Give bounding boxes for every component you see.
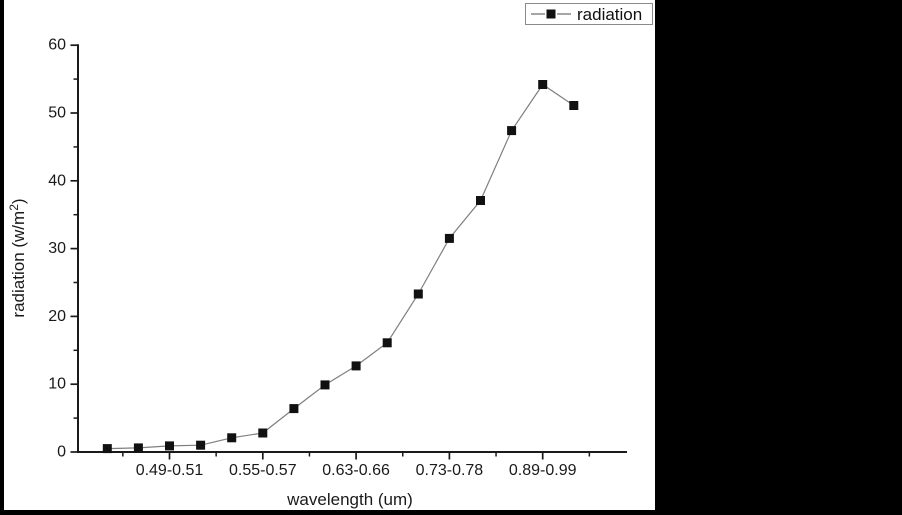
x-tick-label: 0.55-0.57 — [229, 462, 297, 479]
legend-series-label: radiation — [577, 4, 643, 24]
data-point-marker — [382, 338, 392, 348]
data-point-marker — [227, 433, 237, 443]
y-tick-label: 10 — [48, 376, 66, 393]
data-point-marker — [258, 428, 268, 438]
data-point-marker — [102, 444, 112, 454]
y-tick-label: 0 — [57, 444, 66, 461]
axis-titles: wavelength (um) radiation (w/m2) — [7, 198, 413, 509]
axis-tick-labels: 0 10 20 30 40 50 60 0.49-0.51 0.55-0.57 0.63-0.66… — [48, 37, 576, 479]
y-tick-label: 30 — [48, 240, 66, 257]
series-line — [107, 83, 575, 450]
data-point-marker — [165, 441, 174, 451]
legend: radiation — [525, 3, 653, 25]
data-point-marker — [196, 440, 206, 450]
x-axis-title: wavelength (um) — [286, 490, 413, 509]
data-point-marker — [289, 404, 299, 414]
series-radiation — [102, 80, 579, 454]
axis-ticks — [70, 44, 591, 460]
legend-marker-icon — [531, 9, 571, 19]
data-point-marker — [444, 233, 454, 243]
black-crop-right — [655, 0, 902, 515]
black-crop-bottom — [0, 510, 902, 515]
data-point-marker — [320, 380, 330, 390]
x-tick-label: 0.89-0.99 — [509, 462, 577, 479]
data-point-marker — [476, 196, 485, 205]
data-point-marker — [569, 101, 579, 110]
y-tick-label: 50 — [48, 105, 66, 122]
data-point-marker — [413, 289, 423, 299]
y-tick-label: 40 — [48, 172, 66, 189]
x-tick-label: 0.73-0.78 — [416, 462, 484, 479]
data-point-marker — [133, 443, 143, 453]
axes — [77, 44, 627, 453]
data-point-marker — [507, 126, 517, 136]
data-point-marker — [351, 361, 361, 371]
data-point-marker — [538, 80, 548, 89]
x-tick-label: 0.63-0.66 — [322, 462, 390, 479]
black-crop-left — [0, 0, 4, 515]
x-tick-label: 0.49-0.51 — [136, 462, 204, 479]
y-axis-title: radiation (w/m2) — [7, 198, 28, 317]
y-tick-label: 60 — [48, 37, 66, 54]
y-tick-label: 20 — [48, 308, 66, 325]
